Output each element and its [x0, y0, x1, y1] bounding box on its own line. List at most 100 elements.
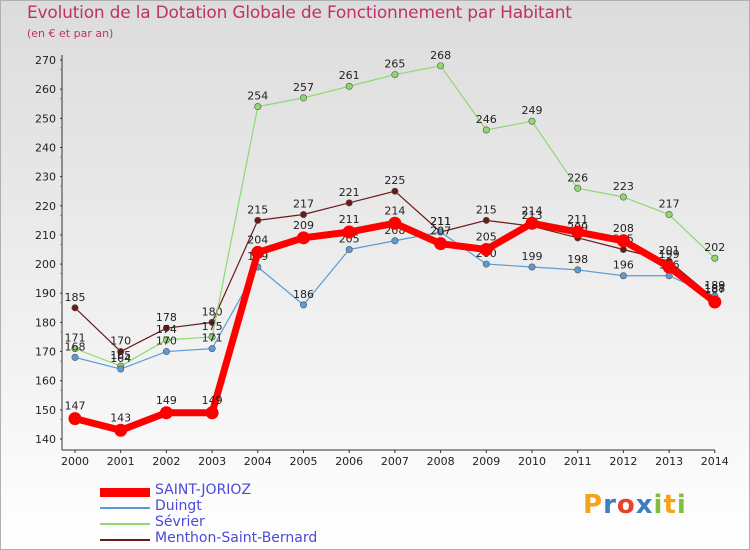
- data-label: 268: [430, 49, 451, 62]
- data-point: [619, 246, 627, 254]
- y-tick-label: 150: [35, 404, 56, 417]
- data-point: [345, 82, 353, 90]
- data-label: 249: [522, 104, 543, 117]
- data-point: [388, 216, 402, 230]
- data-point: [162, 348, 170, 356]
- data-label: 205: [476, 231, 497, 244]
- x-tick-label: 2014: [701, 455, 729, 468]
- data-label: 196: [613, 259, 634, 272]
- data-point: [71, 304, 79, 312]
- data-point: [299, 301, 307, 309]
- data-point: [299, 211, 307, 219]
- legend-swatch: [100, 523, 150, 525]
- data-label: 149: [156, 394, 177, 407]
- data-point: [345, 199, 353, 207]
- data-label: 199: [522, 250, 543, 263]
- data-label: 215: [476, 203, 497, 216]
- logo-letter: i: [653, 490, 664, 520]
- data-point: [437, 228, 445, 236]
- data-label: 211: [339, 213, 360, 226]
- legend-swatch: [100, 539, 150, 541]
- data-label: 214: [522, 204, 543, 217]
- x-tick-label: 2004: [244, 455, 272, 468]
- y-tick-label: 160: [35, 375, 56, 388]
- data-label: 254: [247, 90, 268, 103]
- data-point: [251, 245, 265, 259]
- data-label: 186: [293, 288, 314, 301]
- x-tick-label: 2010: [518, 455, 546, 468]
- data-point: [208, 333, 216, 341]
- data-point: [159, 406, 173, 420]
- data-point: [117, 365, 125, 373]
- data-label: 149: [202, 394, 223, 407]
- data-label: 214: [384, 204, 405, 217]
- data-point: [254, 103, 262, 111]
- data-label: 204: [247, 233, 268, 246]
- data-label: 170: [110, 335, 131, 348]
- x-tick-label: 2012: [609, 455, 637, 468]
- data-label: 201: [659, 244, 680, 257]
- y-tick-label: 230: [35, 171, 56, 184]
- data-point: [482, 260, 490, 268]
- data-label: 171: [202, 332, 223, 345]
- chart-series: 185 170 178 180 215 217 221 225 211 215 213 209 205 2…: [65, 49, 725, 437]
- logo-letter: x: [635, 490, 654, 520]
- data-label: 217: [659, 198, 680, 211]
- legend-label: Duingt: [155, 498, 202, 514]
- data-point: [662, 260, 676, 274]
- data-label: 215: [247, 203, 268, 216]
- data-point: [114, 423, 128, 437]
- data-point: [482, 126, 490, 134]
- data-point: [117, 348, 125, 356]
- legend-label: SAINT-JORIOZ: [155, 482, 252, 498]
- data-point: [297, 231, 310, 245]
- y-tick-label: 200: [35, 258, 56, 271]
- data-point: [528, 117, 536, 125]
- data-label: 174: [156, 323, 177, 336]
- chart-axes: [61, 55, 715, 451]
- data-point: [391, 187, 399, 195]
- x-tick-label: 2003: [198, 455, 226, 468]
- logo-letter: P: [583, 490, 604, 520]
- data-label: 143: [110, 411, 131, 424]
- x-tick-labels: 2000 2001 2002 2003 2004 2005 2006 2007 2008 2009…: [61, 450, 729, 468]
- data-point: [71, 345, 79, 353]
- series-line: [74, 231, 716, 370]
- y-tick-labels: 140 150 160 170 180 190 200 210 220 230 240 250 260 2…: [35, 54, 62, 446]
- legend-label: Sévrier: [155, 514, 205, 530]
- data-point: [68, 412, 82, 426]
- data-label: 175: [202, 320, 223, 333]
- data-point: [437, 62, 445, 70]
- logo-letter: r: [603, 490, 617, 520]
- data-label: 189: [704, 279, 725, 292]
- proxiti-logo: Proxiti: [583, 490, 687, 520]
- y-tick-label: 170: [35, 346, 56, 359]
- data-label: 246: [476, 113, 497, 126]
- data-label: 221: [339, 186, 360, 199]
- chart-title: Evolution de la Dotation Globale de Fonc…: [27, 3, 572, 23]
- data-label: 265: [384, 58, 405, 71]
- data-label: 202: [704, 241, 725, 254]
- legend-swatch: [100, 507, 150, 509]
- data-label: 198: [567, 253, 588, 266]
- x-tick-label: 2013: [655, 455, 683, 468]
- data-point: [619, 193, 627, 201]
- y-tick-label: 210: [35, 229, 56, 242]
- y-tick-label: 180: [35, 316, 56, 329]
- data-point: [345, 246, 353, 254]
- data-point: [434, 237, 448, 251]
- y-tick-label: 250: [35, 112, 56, 125]
- x-tick-label: 2011: [564, 455, 592, 468]
- data-label: 185: [65, 291, 86, 304]
- data-point: [71, 353, 79, 361]
- data-point: [525, 216, 539, 230]
- data-point: [528, 263, 536, 271]
- data-label: 180: [202, 305, 223, 318]
- data-point: [299, 94, 307, 102]
- data-point: [708, 295, 722, 309]
- data-label: 188: [704, 282, 725, 295]
- data-label: 225: [384, 174, 405, 187]
- y-tick-label: 220: [35, 200, 56, 213]
- x-tick-label: 2009: [472, 455, 500, 468]
- x-tick-label: 2007: [381, 455, 409, 468]
